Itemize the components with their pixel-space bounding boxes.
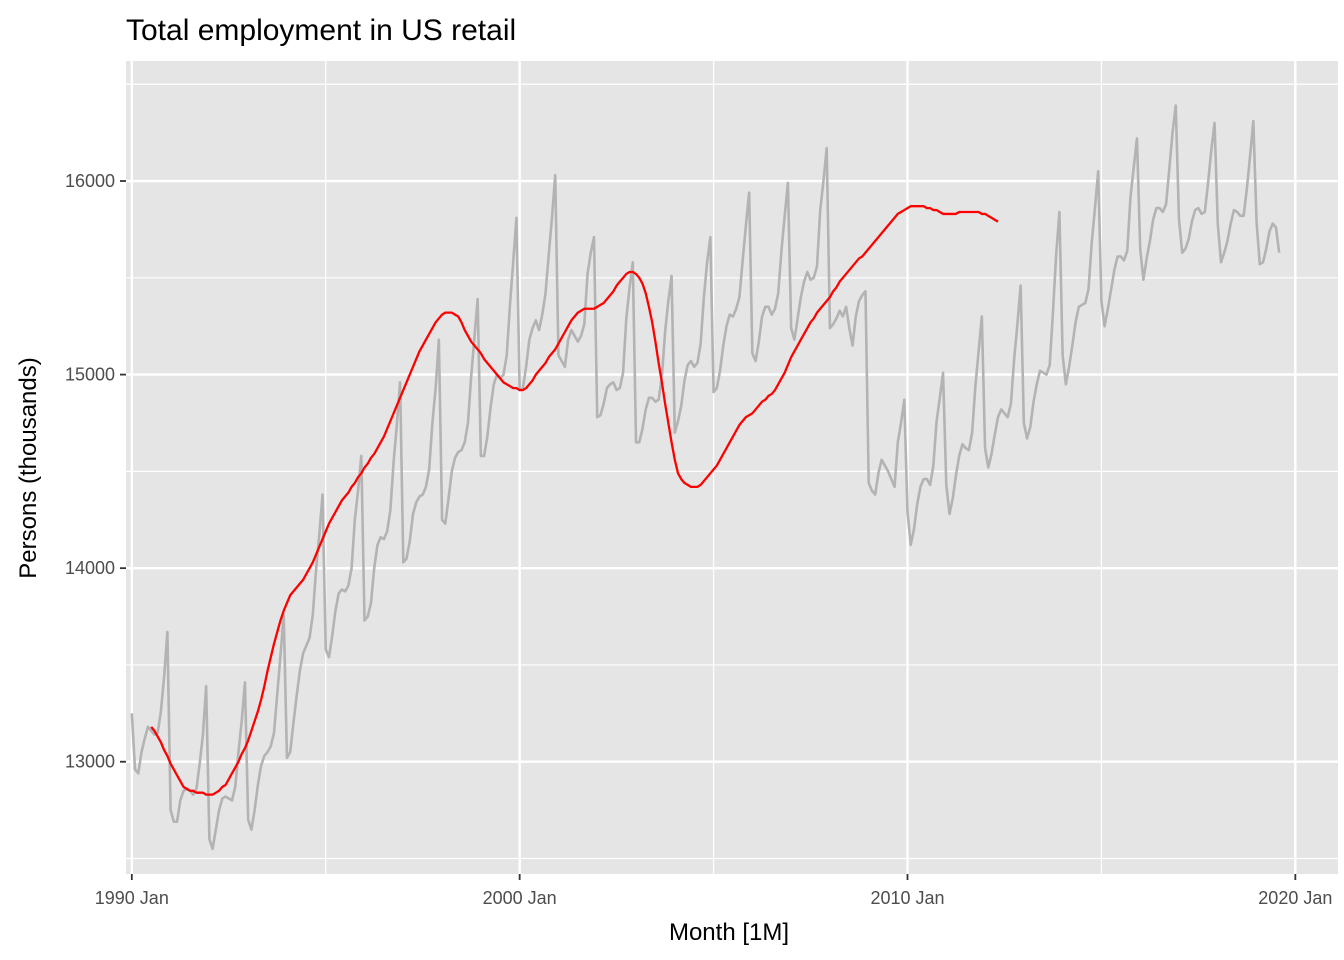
x-tick-label-3: 2020 Jan bbox=[1258, 888, 1332, 908]
y-tick-label-0: 13000 bbox=[65, 752, 115, 772]
y-tick-label-3: 16000 bbox=[65, 171, 115, 191]
trend-line bbox=[150, 205, 999, 796]
minor-gridlines bbox=[126, 61, 1338, 874]
major-gridlines bbox=[126, 61, 1338, 874]
y-axis-title: Persons (thousands) bbox=[15, 357, 42, 578]
x-tick-label-2: 2010 Jan bbox=[870, 888, 944, 908]
x-tick-label-1: 2000 Jan bbox=[483, 888, 557, 908]
y-tick-label-2: 15000 bbox=[65, 365, 115, 385]
y-axis: 13000 14000 15000 16000 bbox=[65, 171, 126, 772]
chart-title: Total employment in US retail bbox=[126, 14, 516, 47]
y-tick-label-1: 14000 bbox=[65, 558, 115, 578]
x-axis: 1990 Jan 2000 Jan 2010 Jan 2020 Jan bbox=[95, 874, 1332, 908]
series-line-employment bbox=[130, 104, 1281, 851]
plot-panel bbox=[126, 61, 1338, 874]
x-axis-title: Month [1M] bbox=[669, 919, 789, 946]
x-tick-label-0: 1990 Jan bbox=[95, 888, 169, 908]
